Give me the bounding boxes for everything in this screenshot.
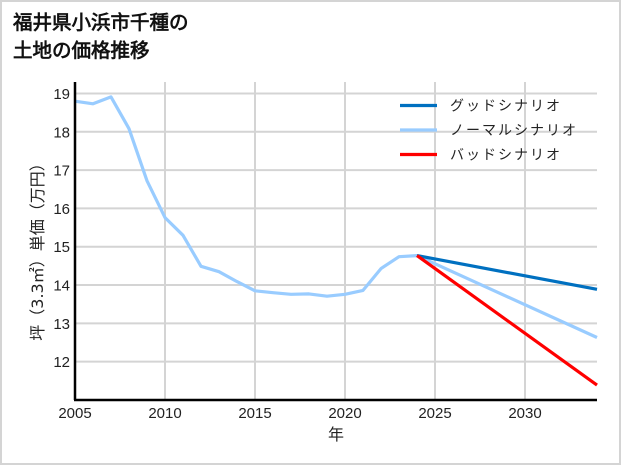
- y-tick-label: 19: [53, 86, 70, 103]
- legend-label: グッドシナリオ: [450, 99, 562, 115]
- series-good-line: [416, 254, 598, 291]
- y-tick-label: 14: [53, 278, 70, 295]
- legend-label: ノーマルシナリオ: [450, 123, 578, 139]
- x-tick-labels: 2005 2010 2015 2020 2025 2030: [58, 405, 541, 422]
- x-tick-label: 2005: [58, 405, 91, 422]
- chart-title-line1: 福井県小浜市千種の: [13, 11, 189, 34]
- y-tick-labels: 12 13 14 15 16 17 18 19: [53, 86, 70, 371]
- y-tick-label: 13: [53, 316, 70, 333]
- legend-label: バッドシナリオ: [450, 148, 562, 164]
- chart-title: 福井県小浜市千種の 土地の価格推移: [13, 9, 189, 65]
- legend-item-good[interactable]: グッドシナリオ: [400, 99, 562, 115]
- y-tick-label: 18: [53, 124, 70, 141]
- x-tick-label: 2010: [148, 405, 181, 422]
- y-tick-label: 12: [53, 354, 70, 371]
- x-tick-label: 2020: [328, 405, 361, 422]
- grid-lines: [75, 82, 597, 400]
- series-lines: [74, 95, 598, 387]
- x-tick-label: 2030: [508, 405, 541, 422]
- x-tick-label: 2015: [238, 405, 271, 422]
- y-axis-label: 坪（3.3㎡）単価（万円）: [28, 155, 47, 340]
- y-tick-label: 16: [53, 201, 70, 218]
- axes: [73, 82, 597, 402]
- x-axis-label: 年: [328, 425, 344, 444]
- legend-item-normal[interactable]: ノーマルシナリオ: [400, 123, 578, 139]
- y-tick-label: 15: [53, 239, 70, 256]
- x-tick-label: 2025: [418, 405, 451, 422]
- chart-title-line2: 土地の価格推移: [13, 39, 150, 62]
- y-tick-label: 17: [53, 163, 70, 180]
- series-bad-line: [416, 254, 598, 387]
- legend-item-bad[interactable]: バッドシナリオ: [400, 148, 562, 164]
- series-normal-line: [74, 95, 598, 339]
